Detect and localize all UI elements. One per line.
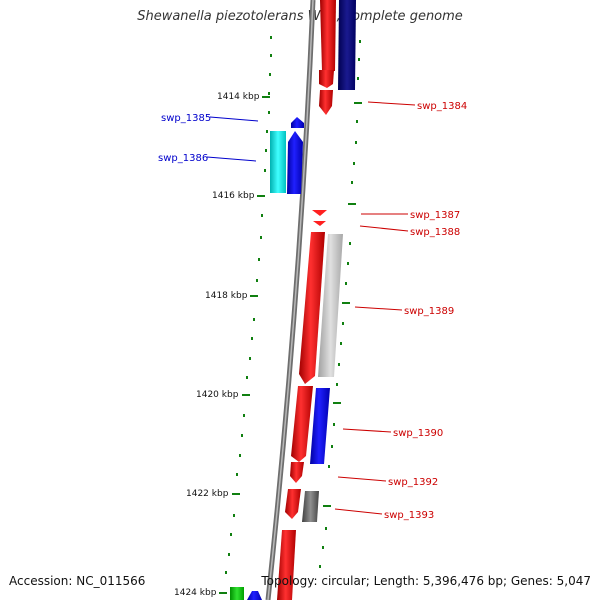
gene-red-bottom[interactable] xyxy=(277,530,296,600)
gene-label-swp-1392[interactable]: swp_1392 xyxy=(388,477,438,488)
gene-label-swp-1385[interactable]: swp_1385 xyxy=(161,113,211,124)
scale-label-1414: 1414 kbp xyxy=(217,92,260,102)
gene-label-swp-1384[interactable]: swp_1384 xyxy=(417,101,467,112)
label-connectors xyxy=(206,101,416,515)
gene-swp-1386[interactable] xyxy=(287,131,303,194)
gene-navy-top[interactable] xyxy=(338,0,356,90)
gene-red-1393[interactable] xyxy=(285,489,301,519)
gene-label-swp-1390[interactable]: swp_1390 xyxy=(393,428,443,439)
accession-label: Accession: NC_011566 xyxy=(9,574,146,588)
dotted-scale-arcs xyxy=(225,36,361,574)
gene-swp-1390[interactable] xyxy=(310,388,330,464)
scale-labels: 1414 kbp 1416 kbp 1418 kbp 1420 kbp 1422… xyxy=(174,92,260,598)
gene-swp-1384[interactable] xyxy=(320,0,336,71)
topology-label: Topology: circular; Length: 5,396,476 bp… xyxy=(261,574,591,588)
gene-features xyxy=(230,0,356,600)
gene-swp-1392[interactable] xyxy=(290,462,304,483)
scale-label-1424: 1424 kbp xyxy=(174,588,217,598)
gene-red-1390[interactable] xyxy=(291,386,313,462)
gene-cyan[interactable] xyxy=(270,131,286,193)
gene-label-swp-1388[interactable]: swp_1388 xyxy=(410,227,460,238)
gene-red-small-top[interactable] xyxy=(319,90,333,115)
gene-label-swp-1386[interactable]: swp_1386 xyxy=(158,153,208,164)
gene-swp-1387[interactable] xyxy=(312,210,327,216)
gene-blue-bottom[interactable] xyxy=(247,591,262,600)
genome-backbone xyxy=(265,0,316,600)
gene-light-gray[interactable] xyxy=(318,234,343,377)
gene-label-swp-1393[interactable]: swp_1393 xyxy=(384,510,434,521)
gene-swp-1385[interactable] xyxy=(291,117,304,128)
scale-label-1422: 1422 kbp xyxy=(186,489,229,499)
gene-swp-1388[interactable] xyxy=(313,221,326,226)
gene-label-swp-1389[interactable]: swp_1389 xyxy=(404,306,454,317)
scale-label-1416: 1416 kbp xyxy=(212,191,255,201)
gene-green-bottom[interactable] xyxy=(230,587,244,600)
scale-ticks xyxy=(219,96,362,594)
scale-label-1418: 1418 kbp xyxy=(205,291,248,301)
gene-swp-1389[interactable] xyxy=(299,232,325,384)
scale-label-1420: 1420 kbp xyxy=(196,390,239,400)
gene-labels: swp_1385 swp_1386 swp_1384 swp_1387 swp_… xyxy=(158,101,467,521)
map-title: Shewanella piezotolerans WP3, complete g… xyxy=(137,9,463,24)
gene-label-swp-1387[interactable]: swp_1387 xyxy=(410,210,460,221)
gene-arrow-swp-1384[interactable] xyxy=(319,70,334,88)
gene-swp-1393[interactable] xyxy=(302,491,319,522)
